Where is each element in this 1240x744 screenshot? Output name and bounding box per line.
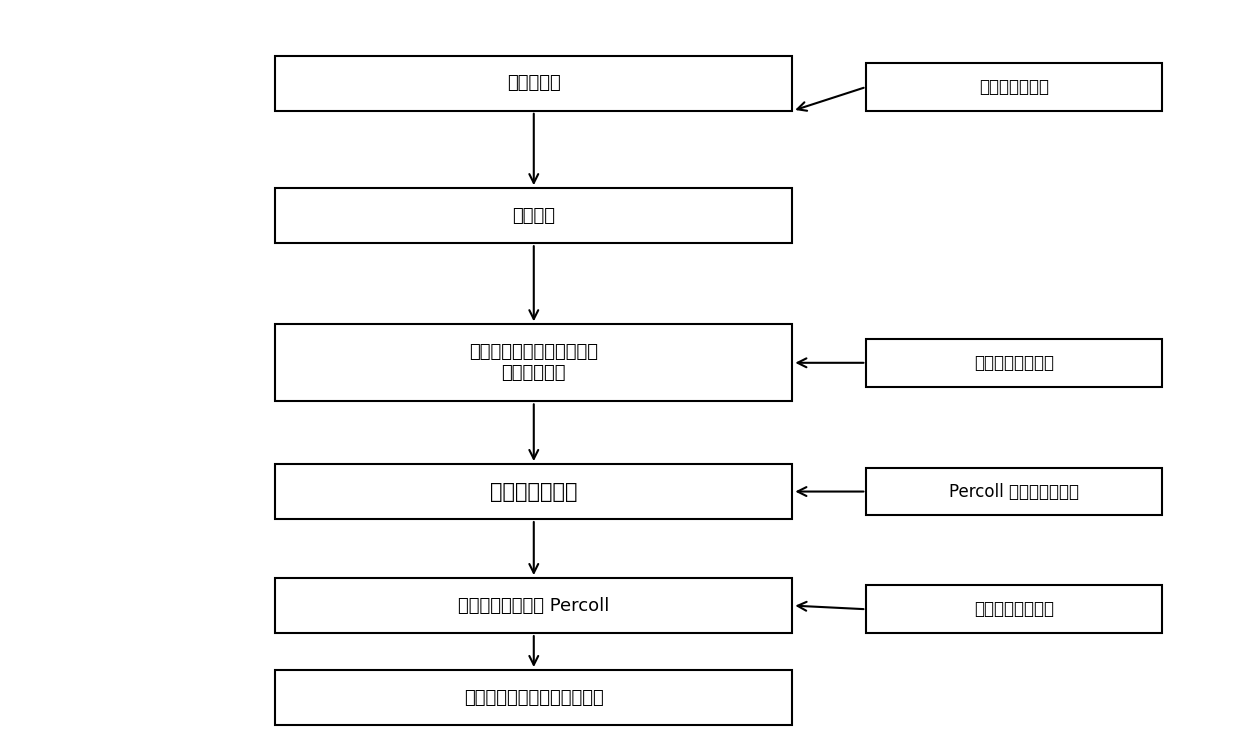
Text: 加入细胞核研磨液: 加入细胞核研磨液 [975, 354, 1054, 372]
FancyBboxPatch shape [275, 324, 792, 402]
Text: 梯度及密度离心: 梯度及密度离心 [490, 481, 578, 501]
FancyBboxPatch shape [275, 464, 792, 519]
Text: 加入花粉培养基: 加入花粉培养基 [980, 78, 1049, 96]
Text: 梨花粉采集: 梨花粉采集 [507, 74, 560, 92]
FancyBboxPatch shape [275, 188, 792, 243]
FancyBboxPatch shape [275, 670, 792, 725]
FancyBboxPatch shape [867, 468, 1162, 516]
FancyBboxPatch shape [275, 56, 792, 111]
Text: 单细胞筛研磨及双细胞筛过
滤释放细胞核: 单细胞筛研磨及双细胞筛过 滤释放细胞核 [469, 344, 598, 382]
FancyBboxPatch shape [275, 578, 792, 633]
Text: 清洗细胞核，去除 Percoll: 清洗细胞核，去除 Percoll [458, 597, 610, 615]
Text: Percoll 密度梯度工作液: Percoll 密度梯度工作液 [949, 483, 1079, 501]
Text: 花粉培养: 花粉培养 [512, 207, 556, 225]
FancyBboxPatch shape [867, 586, 1162, 633]
FancyBboxPatch shape [867, 339, 1162, 387]
Text: 加入细胞核研磨液: 加入细胞核研磨液 [975, 600, 1054, 618]
Text: 检测提取细胞核完整性及纯度: 检测提取细胞核完整性及纯度 [464, 688, 604, 707]
FancyBboxPatch shape [867, 63, 1162, 111]
